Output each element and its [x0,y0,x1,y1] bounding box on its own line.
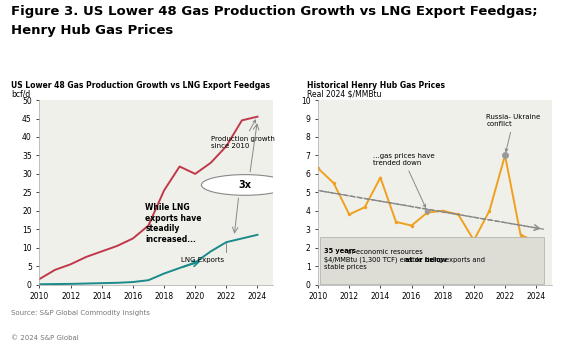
Circle shape [202,175,289,195]
FancyBboxPatch shape [320,237,544,284]
Text: US Lower 48 Gas Production Growth vs LNG Export Feedgas: US Lower 48 Gas Production Growth vs LNG… [11,81,270,90]
Text: LNG Exports: LNG Exports [181,243,226,264]
Text: of economic resources           
$4/MMBtu (1,300 TCF) enable rising exports and
: of economic resources $4/MMBtu (1,300 TC… [324,249,485,270]
Text: ...gas prices have
trended down: ...gas prices have trended down [373,152,434,207]
Text: Production growth
since 2010: Production growth since 2010 [211,120,275,149]
Text: 3x: 3x [239,180,252,190]
Text: Historical Henry Hub Gas Prices: Historical Henry Hub Gas Prices [307,81,445,90]
Text: 35 years: 35 years [324,248,356,254]
Text: While LNG
exports have
steadily
increased...: While LNG exports have steadily increase… [145,204,202,244]
Text: © 2024 S&P Global: © 2024 S&P Global [11,335,79,341]
Text: Henry Hub Gas Prices: Henry Hub Gas Prices [11,24,173,37]
Text: Figure 3. US Lower 48 Gas Production Growth vs LNG Export Feedgas;: Figure 3. US Lower 48 Gas Production Gro… [11,5,538,18]
Text: bcf/d: bcf/d [11,89,30,98]
Text: at or below: at or below [324,257,447,263]
Text: Source: S&P Global Commodity Insights: Source: S&P Global Commodity Insights [11,310,150,316]
Text: Russia- Ukraine
conflict: Russia- Ukraine conflict [486,114,540,152]
Text: Real 2024 $/MMBtu: Real 2024 $/MMBtu [307,89,381,98]
